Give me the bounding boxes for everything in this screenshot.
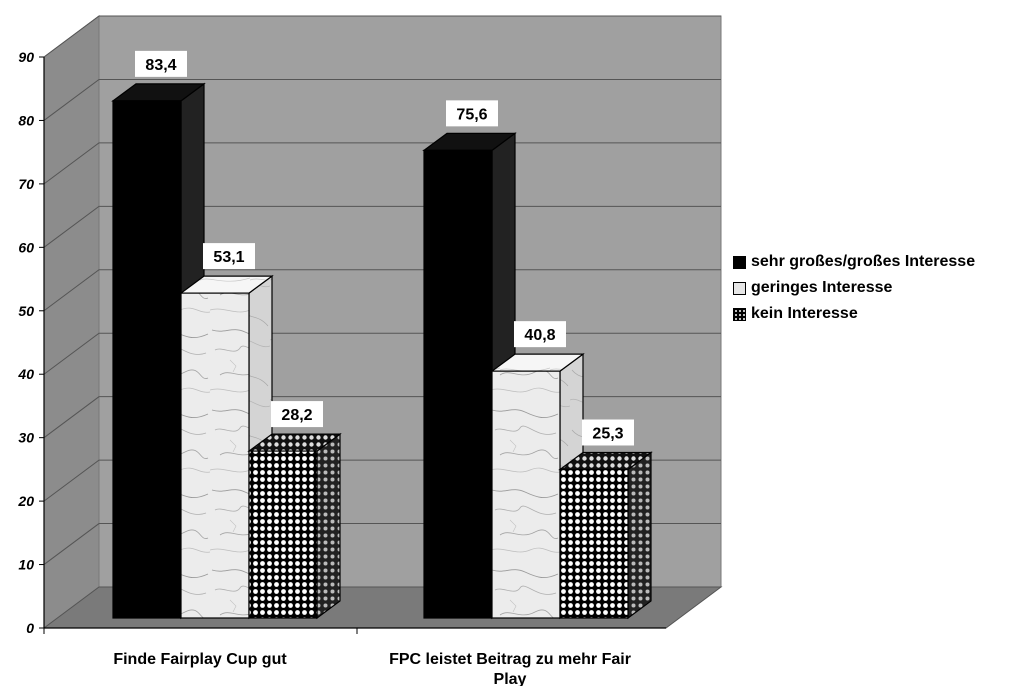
- y-tick-label: 60: [18, 239, 34, 255]
- y-tick-label: 30: [18, 430, 34, 446]
- bar-0-2: [247, 432, 342, 620]
- data-label-text: 83,4: [145, 57, 176, 74]
- axes: [39, 56, 666, 634]
- data-label-0-0: 83,4: [135, 50, 187, 77]
- legend-item-3[interactable]: kein Interesse: [733, 301, 975, 327]
- data-label-0-1: 53,1: [203, 243, 255, 270]
- data-label-1-1: 40,8: [514, 321, 566, 348]
- data-label-1-2: 25,3: [582, 419, 634, 446]
- y-tick-label: 20: [17, 493, 34, 509]
- bar-1-2: [558, 451, 653, 620]
- bar-front: [423, 149, 493, 619]
- y-tick-label: 40: [17, 366, 34, 382]
- gridline: [43, 78, 721, 121]
- data-label-box: [514, 321, 566, 348]
- legend-label-2: geringes Interesse: [751, 279, 893, 296]
- data-label-text: 75,6: [456, 106, 487, 123]
- data-label-text: 28,2: [281, 407, 312, 424]
- data-label-box: [203, 243, 255, 270]
- x-tick-label: Play: [494, 671, 527, 686]
- bar-front: [559, 468, 629, 619]
- x-tick-label: FPC leistet Beitrag zu mehr Fair: [389, 651, 631, 668]
- legend-item-2[interactable]: geringes Interesse: [733, 275, 975, 301]
- data-label-text: 40,8: [524, 327, 555, 344]
- gridline: [43, 15, 721, 58]
- y-tick-label: 50: [18, 303, 34, 319]
- bar-front: [180, 292, 250, 619]
- data-label-box: [271, 401, 323, 428]
- legend-swatch-marble: [733, 281, 746, 295]
- legend: sehr großes/großes Interesse geringes In…: [733, 249, 975, 327]
- y-tick-label: 10: [18, 557, 34, 573]
- legend-label-3: kein Interesse: [751, 305, 858, 322]
- side-wall: [43, 15, 100, 629]
- legend-item-1[interactable]: sehr großes/großes Interesse: [733, 249, 975, 275]
- bar-front: [248, 450, 318, 619]
- bar-side: [316, 432, 341, 620]
- y-tick-label: 80: [18, 112, 34, 128]
- y-tick-label: 0: [26, 620, 34, 636]
- data-label-1-0: 75,6: [446, 100, 498, 127]
- data-label-0-2: 28,2: [271, 401, 323, 428]
- y-tick-labels: 0 10 20 30 40 50 60 70 80 90: [17, 49, 34, 636]
- y-tick-label: 90: [18, 49, 34, 65]
- data-labels: 83,4 53,1 28,2 75,6 40,8 25,3: [135, 50, 634, 446]
- data-label-text: 25,3: [592, 425, 623, 442]
- bars: [111, 82, 653, 620]
- data-label-text: 53,1: [213, 249, 244, 266]
- data-label-box: [135, 50, 187, 77]
- bar-side: [627, 451, 652, 620]
- data-label-box: [582, 419, 634, 446]
- legend-swatch-black: [733, 255, 746, 269]
- x-tick-label: Finde Fairplay Cup gut: [113, 651, 287, 668]
- legend-swatch-dots: [733, 307, 746, 321]
- bar-front: [491, 370, 561, 619]
- y-tick-label: 70: [18, 176, 34, 192]
- bar-front: [112, 100, 182, 619]
- legend-label-1: sehr großes/großes Interesse: [751, 253, 976, 270]
- x-tick-labels: Finde Fairplay Cup gut FPC leistet Beitra…: [113, 651, 631, 686]
- data-label-box: [446, 100, 498, 127]
